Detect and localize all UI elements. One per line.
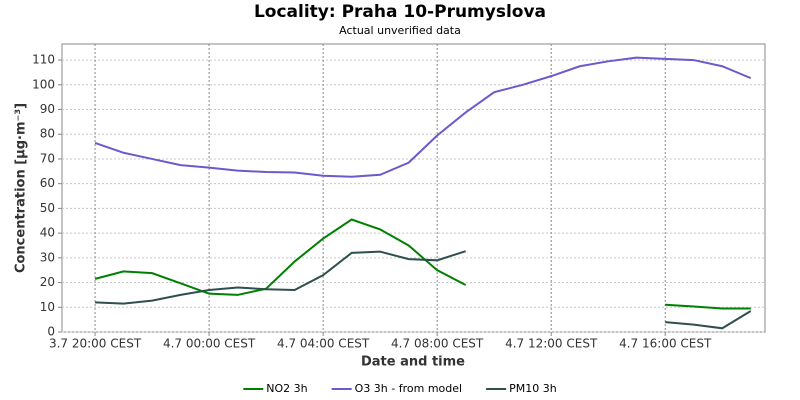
y-tick-label: 60	[40, 176, 55, 190]
series-line	[94, 218, 467, 296]
series-line	[94, 56, 752, 178]
y-tick-label: 90	[40, 102, 55, 116]
x-tick-label: 4.7 08:00 CEST	[391, 337, 484, 351]
y-tick-label: 40	[40, 226, 55, 240]
y-tick-label: 110	[32, 53, 55, 67]
x-tick-label: 4.7 16:00 CEST	[619, 337, 712, 351]
y-tick-label: 10	[40, 300, 55, 314]
y-tick-label: 100	[32, 77, 55, 91]
y-tick-label: 70	[40, 151, 55, 165]
series-line	[665, 303, 751, 310]
chart-title: Locality: Praha 10-Prumyslova	[254, 2, 546, 22]
chart-subtitle: Actual unverified data	[339, 24, 461, 37]
x-tick-label: 3.7 20:00 CEST	[49, 337, 142, 351]
x-axis-label: Date and time	[361, 355, 465, 370]
x-tick-label: 4.7 00:00 CEST	[163, 337, 256, 351]
plot-area	[61, 43, 766, 333]
x-tick-label: 4.7 04:00 CEST	[277, 337, 370, 351]
y-tick-label: 50	[40, 201, 55, 215]
x-tick-label: 4.7 12:00 CEST	[505, 337, 598, 351]
y-tick-label: 0	[47, 325, 55, 339]
y-tick-label: 80	[40, 127, 55, 141]
y-tick-label: 30	[40, 250, 55, 264]
legend-label: O3 3h - from model	[355, 382, 462, 395]
series-line	[665, 310, 752, 330]
legend-label: NO2 3h	[266, 382, 307, 395]
y-axis-label: Concentration [µg·m⁻³]	[14, 103, 29, 273]
y-tick-label: 20	[40, 275, 55, 289]
series-line	[95, 250, 466, 305]
legend-label: PM10 3h	[509, 382, 557, 395]
